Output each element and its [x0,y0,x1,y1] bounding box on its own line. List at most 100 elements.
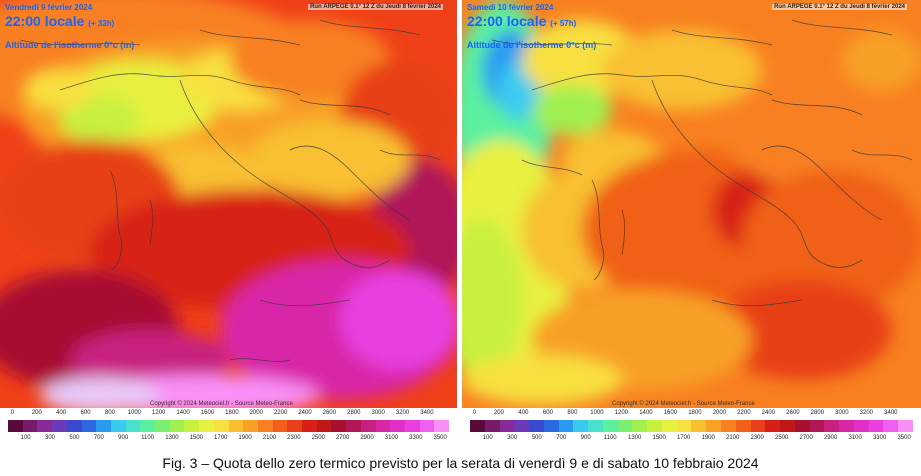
copyright-label: Copyright © 2024 Meteociel.fr - Source M… [612,401,755,407]
scale-tick-label: 800 [104,410,115,416]
scale-swatch [780,420,795,432]
scale-tick-label: 1000 [590,410,604,416]
scale-swatch [898,420,913,432]
scale-tick-label: 2800 [810,410,825,416]
scale-tick-label: 2200 [273,410,288,416]
scale-swatch [66,420,82,432]
scale-tick-label: 2200 [737,410,751,416]
scale-tick-label: 1600 [200,410,215,416]
run-label: Run ARPEGE 0.1° 12 Z du Jeudi 8 février … [772,4,907,10]
scale-swatch [765,420,781,432]
scale-swatch [81,420,97,432]
scale-swatch [52,420,67,432]
scale-tick-label: 3500 [433,435,447,441]
scale-swatch [243,420,258,432]
scale-tick-label: 3400 [884,410,898,416]
scale-tick-label: 2400 [298,410,312,416]
scale-tick-label: 2600 [786,410,800,416]
scale-bottom-labels: 100 300 500 700 900 1100 1300 1500 1700 1900 2100 2… [470,435,913,443]
scale-swatch [558,420,574,432]
scale-tick-label: 900 [118,435,129,441]
scale-tick-label: 1300 [628,435,642,441]
scale-swatch [691,420,707,432]
scale-swatch [484,420,500,432]
scale-tick-label: 1400 [176,410,190,416]
scale-swatch [809,420,825,432]
scale-tick-label: 2400 [761,410,776,416]
scale-tick-label: 1400 [639,410,653,416]
scale-swatch [184,420,200,432]
scale-swatch [529,420,544,432]
figure-caption: Fig. 3 – Quota dello zero termico previs… [162,455,759,471]
panel-divider [457,0,462,449]
scale-tick-label: 2700 [335,435,350,441]
scale-tick-label: 700 [556,435,567,441]
scale-swatch [661,420,677,432]
freezing-level-map-friday [0,0,457,408]
scale-swatch [22,420,38,432]
scale-tick-label: 400 [56,410,67,416]
scale-top-labels: 0 200 400 600 800 1000 1200 1400 1600 1800 2000 220… [470,410,913,418]
scale-swatch [155,420,170,432]
scale-swatch [824,420,840,432]
color-scale-legend: 0 200 400 600 800 1000 1200 1400 1600 1800 2000 220… [0,408,457,449]
scale-tick-label: 2700 [799,435,813,441]
scale-swatch [8,420,23,432]
scale-swatch [721,420,736,432]
scale-tick-label: 1100 [141,435,155,441]
scale-swatch [213,420,229,432]
scale-tick-label: 400 [518,410,529,416]
scale-swatch [96,420,111,432]
scale-tick-label: 600 [542,410,553,416]
scale-tick-label: 600 [80,410,91,416]
scale-tick-label: 800 [567,410,578,416]
scale-tick-label: 1200 [614,410,629,416]
scale-tick-label: 300 [507,435,518,441]
scale-tick-label: 2500 [774,435,789,441]
scale-tick-label: 3400 [420,410,434,416]
time-value: 22:00 locale [5,13,85,29]
scale-swatch [228,420,244,432]
scale-tick-label: 1900 [701,435,715,441]
scale-swatch [883,420,899,432]
scale-tick-label: 1600 [663,410,678,416]
scale-tick-label: 3100 [848,435,862,441]
scale-swatch [140,420,156,432]
scale-tick-label: 2300 [750,435,764,441]
scale-tick-label: 200 [31,410,42,416]
copyright-label: Copyright © 2024 Meteociel.fr - Source M… [150,401,293,407]
scale-swatch [110,420,126,432]
time-label: 22:00 locale (+ 33h) [5,13,114,29]
scale-swatch [868,420,884,432]
scale-swatch [404,420,420,432]
freezing-level-map-saturday [462,0,921,408]
scale-tick-label: 300 [45,435,56,441]
scale-tick-label: 1500 [652,435,666,441]
scale-swatch [706,420,722,432]
scale-swatch [434,420,450,432]
color-scale-legend: 0 200 400 600 800 1000 1200 1400 1600 1800 2000 220… [462,408,921,449]
scale-swatch [331,420,347,432]
date-label: Samedi 10 février 2024 [467,3,554,12]
scale-tick-label: 2000 [712,410,727,416]
scale-tick-label: 1800 [225,410,239,416]
scale-tick-label: 3300 [872,435,887,441]
scale-swatch [735,420,751,432]
scale-tick-label: 1000 [127,410,142,416]
scale-tick-label: 3100 [384,435,399,441]
scale-tick-label: 500 [531,435,542,441]
parameter-label: Altitude de l'isotherme 0°c (m) [5,40,135,50]
scale-swatch [588,420,603,432]
scale-swatch [602,420,618,432]
lead-time: (+ 57h) [550,19,577,28]
scale-tick-label: 2100 [725,435,740,441]
scale-tick-label: 1700 [214,435,228,441]
run-label: Run ARPEGE 0.1° 12 Z du Jeudi 8 février … [308,4,443,10]
scale-swatch [316,420,332,432]
scale-tick-label: 1500 [189,435,204,441]
scale-tick-label: 1900 [238,435,252,441]
scale-swatch [514,420,530,432]
scale-tick-label: 3000 [835,410,849,416]
scale-tick-label: 1200 [152,410,166,416]
scale-swatch [346,420,361,432]
